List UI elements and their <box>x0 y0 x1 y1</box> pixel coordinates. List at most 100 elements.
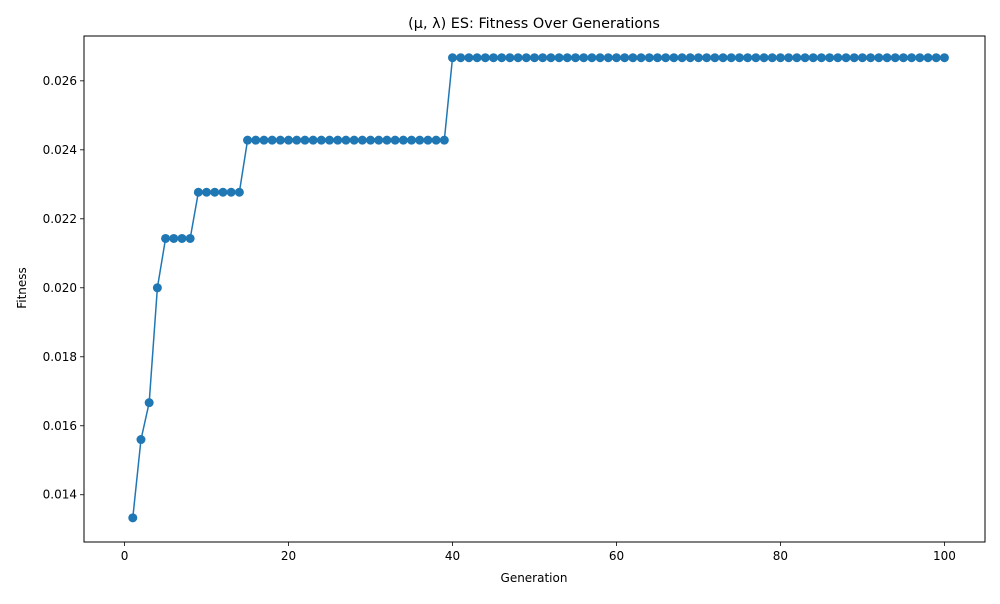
data-point <box>472 53 482 63</box>
data-point <box>743 53 753 63</box>
data-point <box>193 187 203 197</box>
data-point <box>538 53 548 63</box>
data-point <box>866 53 876 63</box>
data-point <box>374 135 384 145</box>
data-point <box>710 53 720 63</box>
x-tick-label: 40 <box>445 549 460 563</box>
data-point <box>210 187 220 197</box>
data-point <box>693 53 703 63</box>
y-tick-label: 0.020 <box>43 281 77 295</box>
data-point <box>325 135 335 145</box>
data-point <box>882 53 892 63</box>
series-layer <box>128 53 949 523</box>
data-point <box>300 135 310 145</box>
data-point <box>816 53 826 63</box>
data-point <box>685 53 695 63</box>
data-point <box>759 53 769 63</box>
data-point <box>480 53 490 63</box>
data-point <box>726 53 736 63</box>
data-point <box>890 53 900 63</box>
y-tick-label: 0.024 <box>43 143 77 157</box>
data-point <box>169 233 179 243</box>
data-point <box>136 435 146 445</box>
data-point <box>357 135 367 145</box>
data-point <box>521 53 531 63</box>
data-point <box>677 53 687 63</box>
data-point <box>931 53 941 63</box>
x-tick-label: 20 <box>281 549 296 563</box>
data-point <box>628 53 638 63</box>
x-tick-label: 100 <box>933 549 956 563</box>
data-point <box>620 53 630 63</box>
data-point <box>661 53 671 63</box>
data-point <box>349 135 359 145</box>
data-point <box>923 53 933 63</box>
data-point <box>898 53 908 63</box>
data-point <box>857 53 867 63</box>
data-point <box>316 135 326 145</box>
data-point <box>398 135 408 145</box>
y-tick-label: 0.022 <box>43 212 77 226</box>
data-point <box>775 53 785 63</box>
data-point <box>652 53 662 63</box>
data-point <box>530 53 539 63</box>
data-point <box>202 187 212 197</box>
data-point <box>644 53 654 63</box>
data-point <box>751 53 761 63</box>
data-point <box>874 53 884 63</box>
data-point <box>152 283 162 293</box>
data-point <box>333 135 343 145</box>
data-point <box>448 53 458 63</box>
data-point <box>603 53 613 63</box>
data-point <box>595 53 605 63</box>
data-point <box>915 53 925 63</box>
data-point <box>243 135 253 145</box>
data-point <box>439 135 449 145</box>
data-point <box>587 53 597 63</box>
x-axis-label: Generation <box>501 571 568 585</box>
data-point <box>407 135 417 145</box>
data-point <box>579 53 589 63</box>
data-point <box>513 53 523 63</box>
data-point <box>382 135 392 145</box>
x-tick-label: 0 <box>121 549 129 563</box>
data-point <box>415 135 425 145</box>
data-point <box>251 135 261 145</box>
data-point <box>497 53 507 63</box>
data-point <box>825 53 835 63</box>
data-point <box>784 53 794 63</box>
data-point <box>792 53 802 63</box>
y-tick-label: 0.014 <box>43 488 77 502</box>
data-point <box>423 135 433 145</box>
data-point <box>234 187 244 197</box>
data-point <box>177 233 187 243</box>
data-point <box>341 135 351 145</box>
data-point <box>489 53 499 63</box>
data-point <box>267 135 277 145</box>
y-tick-label: 0.026 <box>43 74 77 88</box>
data-point <box>611 53 621 63</box>
data-point <box>562 53 572 63</box>
data-point <box>554 53 564 63</box>
x-tick-label: 60 <box>609 549 624 563</box>
data-point <box>185 233 195 243</box>
data-point <box>546 53 556 63</box>
data-point <box>718 53 728 63</box>
data-point <box>702 53 712 63</box>
data-point <box>259 135 269 145</box>
data-point <box>292 135 302 145</box>
y-tick-label: 0.018 <box>43 350 77 364</box>
data-point <box>128 513 138 523</box>
data-point <box>431 135 441 145</box>
data-point <box>841 53 851 63</box>
data-point <box>464 53 474 63</box>
data-point <box>808 53 818 63</box>
data-point <box>939 53 949 63</box>
y-axis-label: Fitness <box>15 267 29 309</box>
data-point <box>849 53 859 63</box>
data-point <box>907 53 917 63</box>
plot-frame <box>83 35 986 543</box>
